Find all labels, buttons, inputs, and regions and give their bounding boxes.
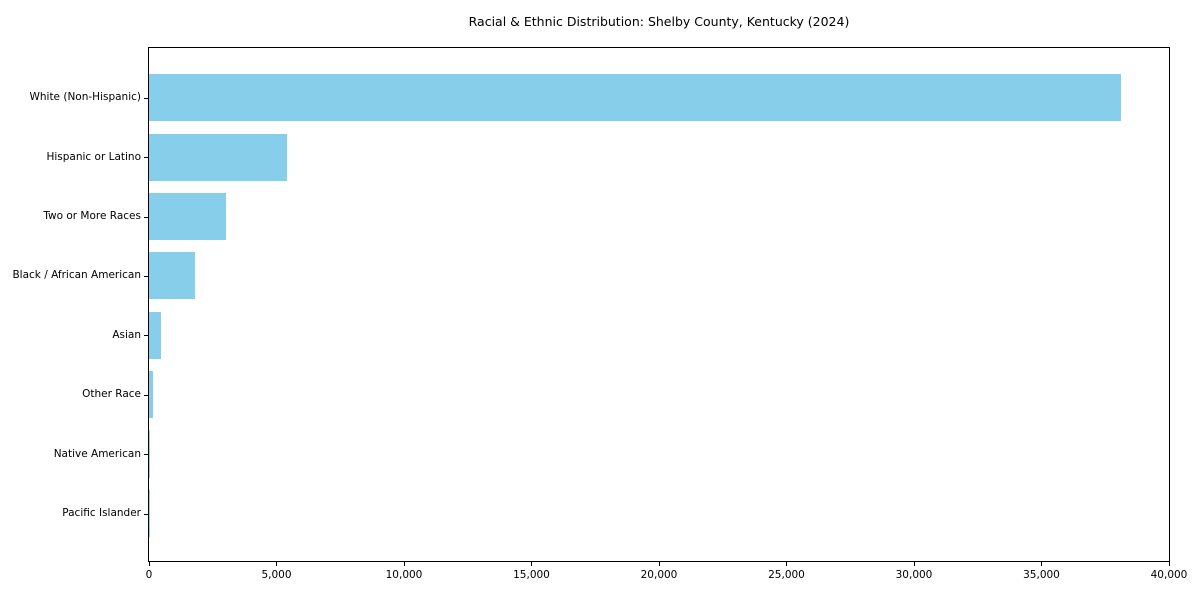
y-tick-black-african-american — [144, 275, 148, 277]
y-tick-label-black-african-american: Black / African American — [12, 269, 141, 282]
y-tick-label-two-or-more-races: Two or More Races — [43, 210, 141, 222]
y-tick-label-hispanic-or-latino: Hispanic or Latino — [46, 150, 141, 163]
bar-other-race — [149, 371, 154, 419]
y-tick-white-non-hispanic — [144, 97, 148, 99]
x-tick-label-15000: 15,000 — [513, 569, 550, 581]
bar-hispanic-or-latino — [149, 133, 287, 181]
x-tick-label-25000: 25,000 — [768, 569, 805, 581]
x-tick-15000 — [531, 562, 532, 566]
x-tick-label-40000: 40,000 — [1150, 569, 1188, 581]
y-tick-label-pacific-islander: Pacific Islander — [62, 507, 141, 519]
x-tick-30000 — [913, 562, 915, 566]
x-tick-25000 — [786, 562, 787, 566]
x-tick-20000 — [658, 562, 660, 566]
y-tick-other-race — [144, 394, 148, 396]
chart-title: Racial & Ethnic Distribution: Shelby Cou… — [468, 14, 850, 29]
y-tick-hispanic-or-latino — [144, 157, 148, 159]
y-tick-asian — [144, 335, 148, 337]
bar-two-or-more-races — [149, 193, 226, 240]
x-tick-label-35000: 35,000 — [1023, 569, 1060, 581]
x-tick-label-20000: 20,000 — [640, 569, 678, 581]
x-tick-5000 — [276, 562, 277, 566]
x-tick-35000 — [1041, 562, 1042, 566]
plot-area — [148, 47, 1170, 562]
x-tick-40000 — [1168, 562, 1170, 566]
x-tick-label-30000: 30,000 — [895, 569, 933, 581]
y-tick-label-white-non-hispanic: White (Non-Hispanic) — [29, 91, 141, 104]
x-tick-label-0: 0 — [145, 569, 153, 581]
y-tick-label-asian: Asian — [112, 328, 141, 341]
x-tick-label-5000: 5,000 — [261, 569, 292, 581]
y-tick-pacific-islander — [144, 513, 148, 515]
y-tick-two-or-more-races — [144, 216, 148, 218]
bar-native-american — [149, 430, 151, 478]
y-tick-native-american — [144, 454, 148, 456]
bar-white-non-hispanic — [149, 74, 1121, 122]
x-tick-10000 — [403, 562, 405, 566]
bar-asian — [149, 311, 161, 359]
x-tick-label-10000: 10,000 — [385, 569, 423, 581]
bar-black-african-american — [149, 252, 195, 300]
x-tick-0 — [148, 562, 150, 566]
y-tick-label-other-race: Other Race — [82, 388, 141, 401]
y-tick-label-native-american: Native American — [53, 447, 141, 460]
